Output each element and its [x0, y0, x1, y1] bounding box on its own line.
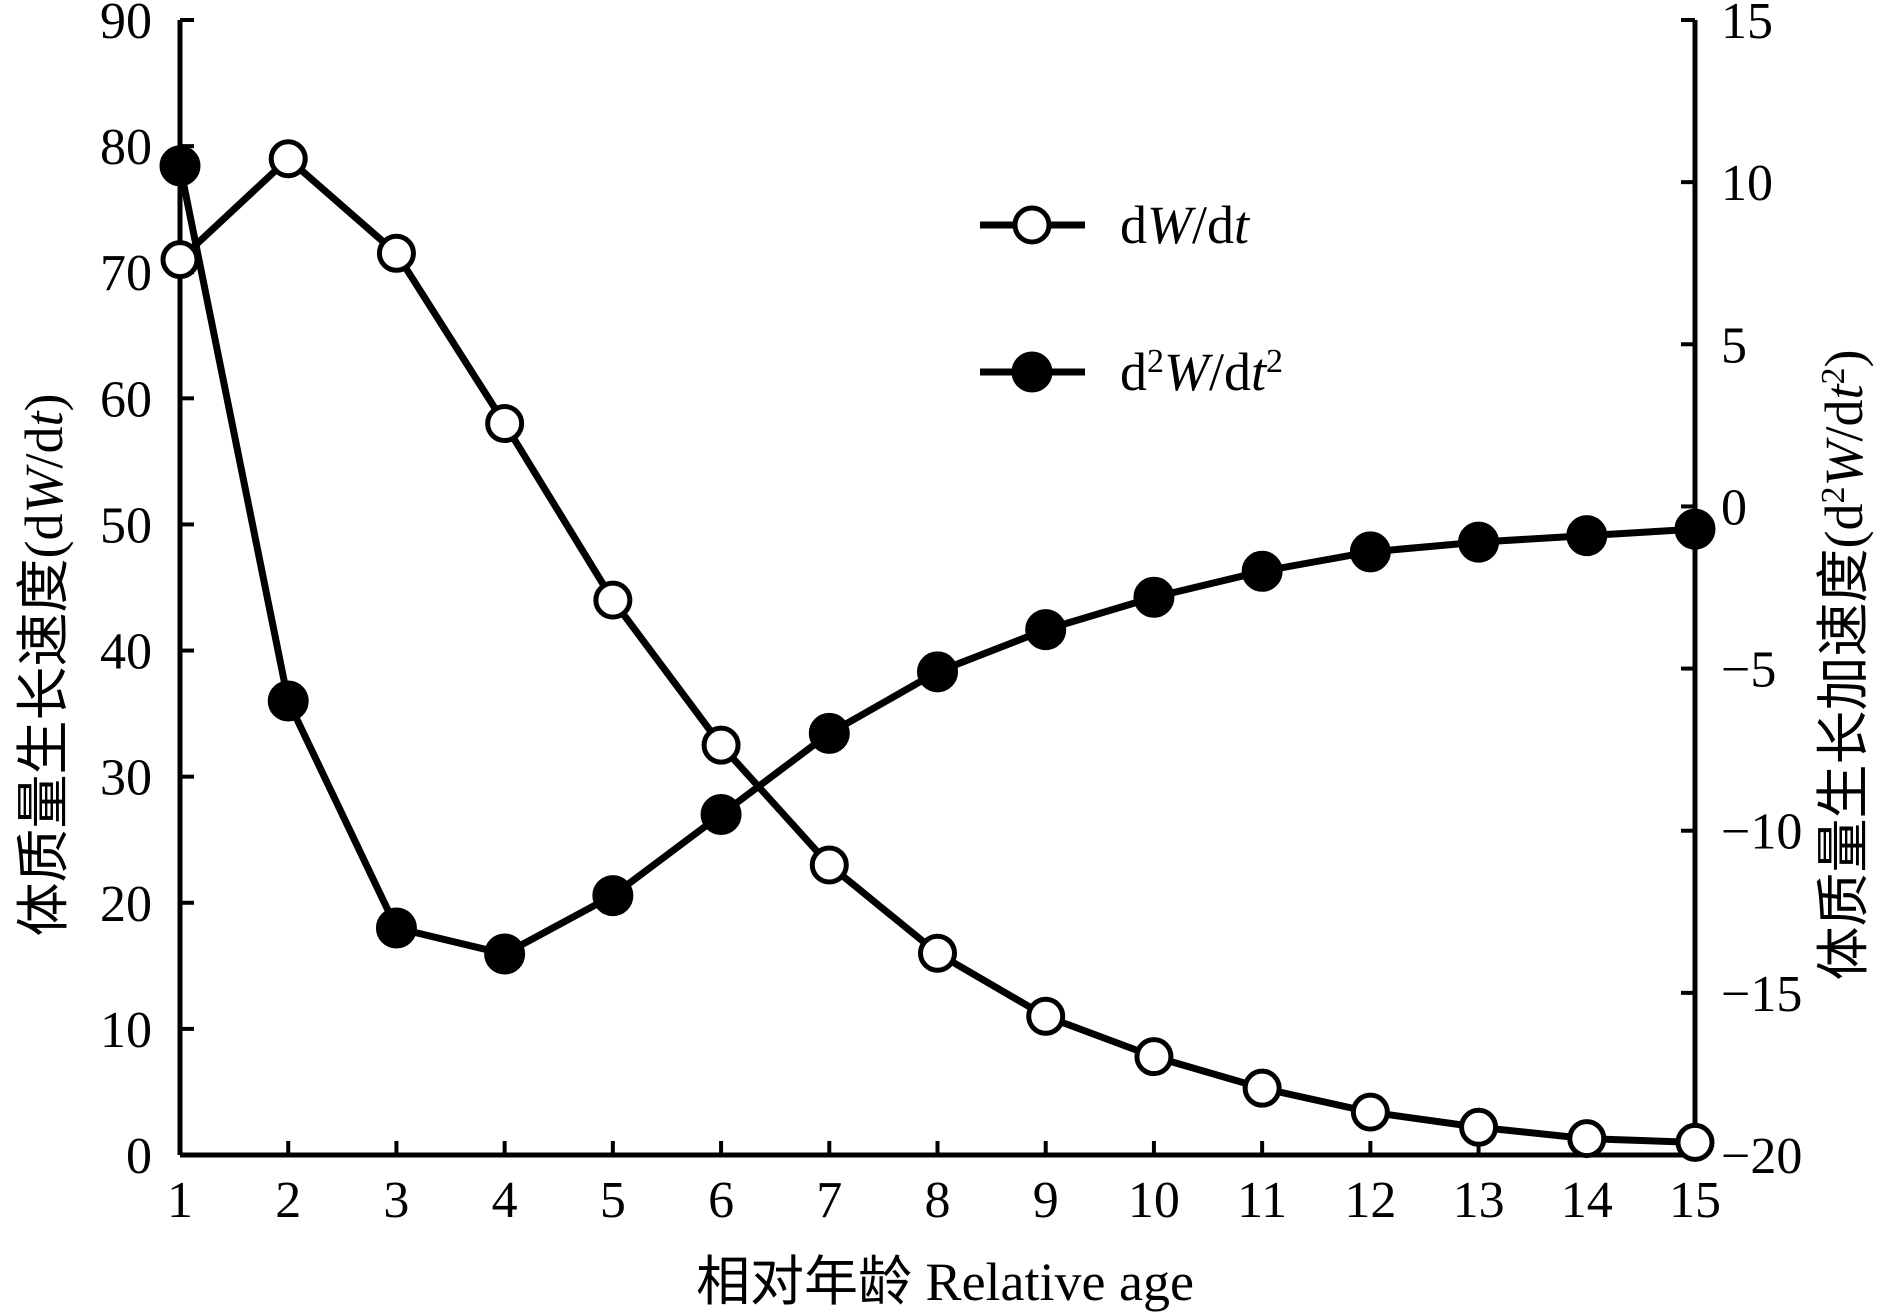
data-point	[484, 933, 526, 975]
data-point	[1241, 550, 1283, 592]
tick-marks: 1 2 3 4 5 6 7 8 9 10 11 12 13 14 150102030405060708090…	[100, 0, 1802, 1229]
data-point	[809, 845, 849, 885]
left-y-tick-label: 80	[100, 119, 152, 176]
data-point	[1025, 609, 1067, 651]
legend-label: dW/dt	[1120, 195, 1251, 255]
data-point	[1567, 1119, 1607, 1159]
legend-label: d2W/dt2	[1120, 342, 1283, 402]
left-y-tick-label: 60	[100, 371, 152, 428]
data-point	[700, 794, 742, 835]
series-2	[159, 145, 1716, 975]
x-tick-label: 6	[708, 1172, 734, 1229]
data-point	[1675, 1122, 1715, 1162]
data-point	[1026, 996, 1066, 1036]
x-tick-label: 13	[1453, 1172, 1505, 1229]
x-tick-label: 4	[492, 1172, 518, 1229]
series-line	[176, 165, 1696, 958]
data-point	[159, 145, 201, 187]
x-tick-label: 3	[383, 1172, 409, 1229]
data-point	[376, 233, 416, 273]
x-tick-label: 15	[1669, 1172, 1721, 1229]
data-point	[1349, 531, 1391, 573]
x-tick-label: 8	[925, 1172, 951, 1229]
data-point	[1133, 576, 1175, 618]
data-point	[267, 680, 309, 722]
data-point	[160, 240, 200, 280]
left-y-tick-label: 20	[100, 876, 152, 933]
legend-entry-1: dW/dt	[980, 195, 1251, 255]
right-y-axis-title: 体质量生长加速度(d2W/dt2)	[1814, 350, 1874, 981]
legend-marker	[1012, 205, 1052, 245]
right-y-tick-label: 10	[1721, 155, 1773, 212]
data-point	[1242, 1068, 1282, 1108]
data-point	[701, 725, 741, 765]
x-tick-label: 9	[1033, 1172, 1059, 1229]
data-point	[1134, 1037, 1174, 1077]
left-y-tick-label: 30	[100, 750, 152, 807]
series-line	[177, 155, 1696, 1146]
right-y-tick-label: −10	[1721, 804, 1802, 861]
left-y-tick-label: 10	[100, 1002, 152, 1059]
data-point	[485, 404, 525, 444]
data-point	[268, 139, 308, 179]
data-point	[1674, 508, 1716, 550]
right-y-tick-label: −5	[1721, 642, 1776, 699]
x-tick-label: 10	[1128, 1172, 1180, 1229]
right-y-tick-label: −15	[1721, 966, 1802, 1023]
right-y-tick-label: 0	[1721, 479, 1747, 536]
legend: dW/dt d2W/dt2	[980, 195, 1283, 402]
data-point	[1566, 515, 1608, 557]
x-tick-label: 11	[1237, 1172, 1287, 1229]
data-point	[375, 907, 417, 949]
series-layer	[159, 139, 1716, 1162]
data-point	[593, 580, 633, 620]
right-y-tick-label: 5	[1721, 317, 1747, 374]
x-tick-label: 7	[816, 1172, 842, 1229]
x-axis-title: 相对年龄 Relative age	[696, 1252, 1194, 1312]
data-point	[918, 933, 957, 973]
right-y-tick-label: −20	[1721, 1128, 1802, 1185]
x-tick-label: 5	[600, 1172, 626, 1229]
series-1	[160, 139, 1715, 1162]
x-tick-label: 1	[167, 1172, 193, 1229]
x-tick-label: 2	[275, 1172, 301, 1229]
left-y-tick-label: 40	[100, 624, 152, 681]
right-y-tick-label: 15	[1721, 0, 1773, 50]
data-point	[917, 651, 958, 693]
left-y-tick-label: 70	[100, 245, 152, 302]
legend-marker	[1011, 351, 1053, 393]
x-tick-label: 12	[1344, 1172, 1396, 1229]
left-y-tick-label: 0	[126, 1128, 152, 1185]
data-point	[1350, 1092, 1390, 1132]
left-y-axis-title: 体质量生长速度(dW/dt)	[14, 394, 74, 937]
left-y-tick-label: 90	[100, 0, 152, 50]
data-point	[1459, 1107, 1499, 1147]
data-point	[592, 875, 634, 917]
data-point	[808, 712, 850, 754]
x-tick-label: 14	[1561, 1172, 1613, 1229]
legend-entry-2: d2W/dt2	[980, 342, 1283, 402]
data-point	[1458, 521, 1500, 563]
axes	[177, 20, 1698, 1158]
left-y-tick-label: 50	[100, 497, 152, 554]
